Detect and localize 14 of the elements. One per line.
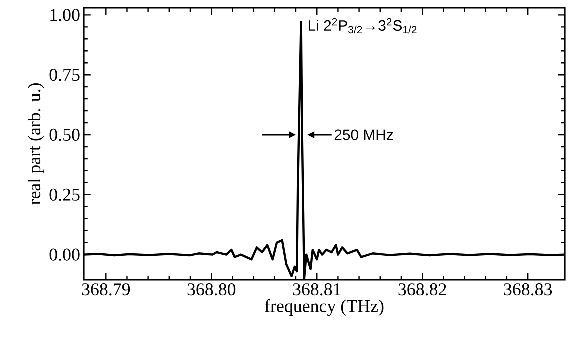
y-axis-title: real part (arb. u.) [28, 84, 44, 205]
x-tick-label: 368.79 [82, 284, 130, 296]
annotation: Li 2$^{2}$P$_{3/2}$→3$^{2}$S$_{1/2}$ [308, 18, 417, 34]
y-tick-label: 0.75 [50, 69, 80, 82]
y-tick-label: 0.00 [50, 248, 80, 261]
x-tick-label: 368.83 [504, 284, 552, 296]
x-tick-label: 368.81 [293, 284, 341, 296]
y-tick-label: 1.00 [50, 9, 80, 22]
y-tick-label: 0.25 [50, 188, 80, 202]
y-tick-label: 0.50 [50, 128, 80, 142]
x-axis-title: frequency (THz) [265, 300, 384, 316]
x-tick-label: 368.82 [398, 284, 446, 296]
x-tick-label: 368.80 [188, 284, 236, 296]
annotation: 250 MHz [334, 130, 394, 140]
